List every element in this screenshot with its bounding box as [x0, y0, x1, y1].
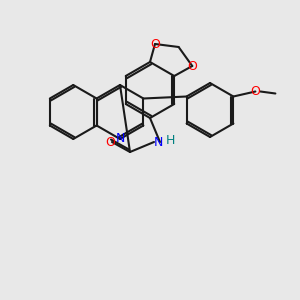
Text: O: O [187, 59, 197, 73]
Text: O: O [105, 136, 115, 148]
Text: O: O [150, 38, 160, 50]
Text: H: H [165, 134, 175, 146]
Text: N: N [153, 136, 163, 148]
Text: N: N [115, 133, 125, 146]
Text: O: O [250, 85, 260, 98]
